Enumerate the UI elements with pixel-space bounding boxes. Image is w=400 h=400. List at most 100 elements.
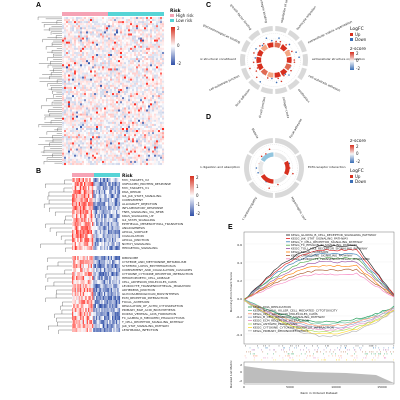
heatmap-cell xyxy=(72,119,75,122)
heatmap-cell xyxy=(102,64,105,67)
heatmap-cell xyxy=(108,29,111,32)
heatmap-cell xyxy=(136,19,139,22)
heatmap-cell xyxy=(109,194,111,198)
heatmap-cell xyxy=(112,25,115,28)
heatmap-cell xyxy=(112,148,115,151)
heatmap-cell xyxy=(81,230,83,234)
heatmap-cell xyxy=(106,33,109,36)
heatmap-cell xyxy=(66,123,69,126)
heatmap-cell xyxy=(86,132,89,135)
heatmap-cell xyxy=(85,182,87,186)
heatmap-cell xyxy=(156,39,159,42)
heatmap-cell xyxy=(130,91,133,94)
heatmap-cell xyxy=(136,33,139,36)
heatmap-cell xyxy=(84,234,86,238)
heatmap-cell xyxy=(94,246,97,250)
heatmap-cell xyxy=(160,119,163,122)
heatmap-cell xyxy=(136,97,139,100)
heatmap-cell xyxy=(89,194,91,198)
heatmap-cell xyxy=(88,276,90,280)
heatmap-cell xyxy=(76,292,78,296)
heatmap-cell xyxy=(90,190,93,194)
heatmap-cell xyxy=(100,78,103,81)
heatmap-cell xyxy=(92,134,95,137)
heatmap-cell xyxy=(89,296,91,300)
heatmap-cell xyxy=(120,148,123,151)
heatmap-cell xyxy=(158,136,161,139)
heatmap-cell xyxy=(92,35,95,38)
heatmap-cell xyxy=(154,136,157,139)
heatmap-cell xyxy=(124,146,127,149)
heatmap-cell xyxy=(93,222,95,226)
heatmap-cell xyxy=(112,62,115,65)
heatmap-cell xyxy=(92,144,95,147)
heatmap-cell xyxy=(122,140,125,143)
heatmap-cell xyxy=(94,190,97,194)
heatmap-cell xyxy=(84,49,87,52)
heatmap-cell xyxy=(76,117,79,120)
heatmap-cell xyxy=(96,70,99,73)
heatmap-cell xyxy=(82,128,85,131)
heatmap-cell xyxy=(122,39,125,42)
heatmap-cell xyxy=(64,37,67,40)
heatmap-cell xyxy=(158,130,161,133)
heatmap-cell xyxy=(105,190,107,194)
heatmap-cell xyxy=(138,123,141,126)
heatmap-cell xyxy=(122,136,125,139)
heatmap-cell xyxy=(88,148,91,151)
heatmap-cell xyxy=(146,45,149,48)
heatmap-cell xyxy=(100,35,103,38)
heatmap-cell xyxy=(106,210,109,214)
heatmap-cell xyxy=(116,142,119,145)
heatmap-cell xyxy=(74,210,77,214)
heatmap-cell xyxy=(78,182,81,186)
heatmap-cell xyxy=(156,56,159,59)
heatmap-cell xyxy=(90,234,93,238)
heatmap-cell xyxy=(80,113,83,116)
heatmap-cell xyxy=(85,260,87,264)
heatmap-cell xyxy=(105,194,107,198)
heatmap-cell xyxy=(68,119,71,122)
heatmap-cell xyxy=(152,101,155,104)
heatmap-cell xyxy=(154,121,157,124)
heatmap-cell xyxy=(116,158,119,161)
heatmap-cell xyxy=(90,78,93,81)
heatmap-cell xyxy=(78,276,81,280)
heatmap-cell xyxy=(152,91,155,94)
heatmap-cell xyxy=(152,152,155,155)
heatmap-cell xyxy=(114,68,117,71)
heatmap-cell xyxy=(106,80,109,83)
heatmap-cell xyxy=(132,97,135,100)
heatmap-cell xyxy=(82,43,85,46)
heatmap-cell xyxy=(160,66,163,69)
heatmap-cell xyxy=(92,246,94,250)
heatmap-cell xyxy=(120,154,123,157)
heatmap-cell xyxy=(142,82,145,85)
heatmap-cell xyxy=(100,156,103,159)
heatmap-cell xyxy=(74,99,77,102)
heatmap-cell xyxy=(122,45,125,48)
heatmap-cell xyxy=(117,300,119,304)
heatmap-cell xyxy=(152,54,155,57)
heatmap-cell xyxy=(118,121,121,124)
heatmap-cell xyxy=(100,206,102,210)
heatmap-cell xyxy=(110,202,113,206)
heatmap-cell xyxy=(62,17,65,20)
heatmap-cell xyxy=(80,31,83,34)
heatmap-cell xyxy=(146,101,149,104)
heatmap-cell xyxy=(109,292,111,296)
heatmap-cell xyxy=(134,47,137,50)
heatmap-cell xyxy=(94,35,97,38)
heatmap-cell xyxy=(126,74,129,77)
heatmap-cell xyxy=(126,29,129,32)
heatmap-cell xyxy=(78,246,81,250)
heatmap-cell xyxy=(82,272,85,276)
heatmap-cell xyxy=(118,210,121,214)
heatmap-cell xyxy=(116,156,119,159)
heatmap-cell xyxy=(84,19,87,22)
heatmap-cell xyxy=(70,66,73,69)
heatmap-cell xyxy=(162,70,165,73)
heatmap-cell xyxy=(102,154,105,157)
heatmap-cell xyxy=(88,198,90,202)
heatmap-cell xyxy=(112,296,114,300)
